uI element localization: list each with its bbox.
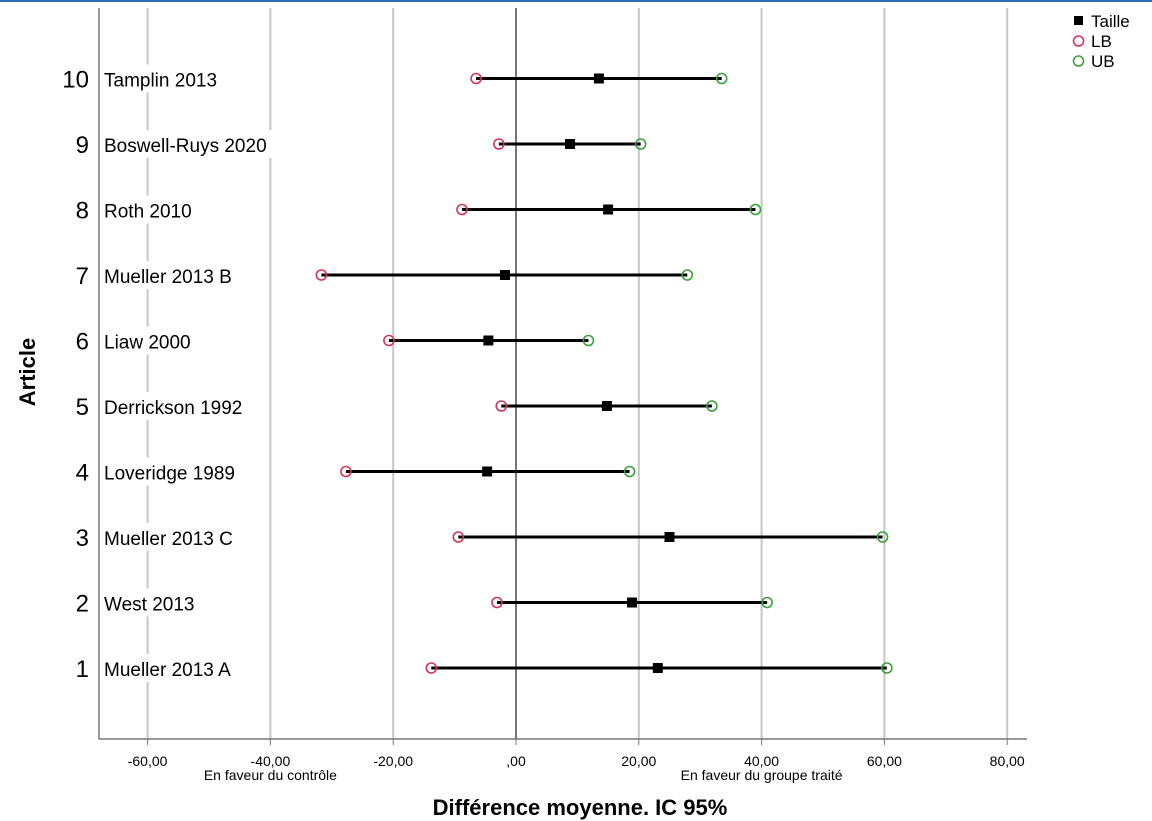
x-axis-title: Différence moyenne. IC 95% [433,795,728,820]
study-label-background [101,261,244,289]
x-tick-label: ,00 [506,753,526,769]
legend-circle-icon [1072,55,1085,67]
legend-square-icon [1074,16,1083,25]
study-row: 5 Derrickson 1992 [76,392,718,421]
x-tick-label: 60,00 [867,753,902,769]
x-tick-label: -20,00 [373,753,413,769]
study-label-background [101,457,244,486]
study-row: 2 West 2013 [76,588,773,618]
x-tick-label: 40,00 [744,753,779,769]
lb-marker [493,138,505,150]
ub-marker [881,662,893,674]
lb-marker [315,269,328,281]
legend-label: Taille [1091,12,1130,31]
ub-marker [681,269,694,281]
study-label-background [101,326,196,355]
study-label: Tamplin 2013 [104,71,217,92]
x-tick-label: -60,00 [128,753,168,769]
study-label: Liaw 2000 [104,333,191,354]
lb-marker [383,334,395,347]
lb-marker [452,531,465,543]
legend-circle-icon [1072,35,1085,47]
estimate-marker [499,270,510,280]
y-tick-label: 10 [62,67,89,94]
estimate-marker [482,466,493,477]
y-axis-title: Article [15,338,40,406]
study-label: Loveridge 1989 [104,464,235,485]
study-label: Derrickson 1992 [104,398,242,419]
study-label-background [101,588,196,617]
lb-marker [456,203,468,216]
lb-marker [425,662,438,674]
estimate-marker [627,597,638,608]
study-label-background [101,523,244,551]
estimate-marker [601,401,612,411]
ub-marker [706,400,718,412]
ub-marker [582,334,595,347]
estimate-marker [483,335,494,346]
y-tick-label: 9 [76,132,89,159]
study-label-background [101,654,244,682]
study-row: 1 Mueller 2013 A [76,654,893,683]
study-label: Mueller 2013 A [104,660,231,681]
legend-label: UB [1091,52,1115,71]
axes: -60,00 -40,00 -20,00 ,00 20,00 40,00 60,00 80,0… [98,8,1027,783]
study-label-background [101,195,196,224]
lb-marker [495,400,508,412]
y-tick-label: 6 [76,329,89,356]
x-tick-label: -40,00 [251,753,291,769]
study-row: 10 Tamplin 2013 [62,64,728,94]
ub-marker [761,596,773,609]
lb-marker [470,72,482,85]
study-row: 7 Mueller 2013 B [76,261,694,290]
y-tick-label: 5 [76,394,89,421]
study-label: West 2013 [104,595,194,616]
study-label: Boswell-Ruys 2020 [104,136,267,157]
window-top-border [0,0,1152,2]
y-tick-label: 3 [76,525,89,552]
study-rows: 10 Tamplin 2013 9 Boswell-Ruys 2020 8 Roth 20… [62,64,893,683]
x-tick-label: 20,00 [621,753,656,769]
x-tick-label: 80,00 [990,753,1025,769]
x-annotation: En faveur du contrôle [204,767,337,783]
estimate-marker [652,663,663,673]
study-label-background [101,392,253,420]
legend-entry: LB [1072,32,1112,51]
study-row: 6 Liaw 2000 [76,326,595,356]
study-row: 8 Roth 2010 [76,195,762,225]
y-tick-label: 1 [76,656,89,683]
ub-marker [623,465,636,478]
study-label-background [101,130,273,158]
study-label: Roth 2010 [104,202,192,223]
estimate-marker [565,139,576,149]
y-tick-label: 2 [76,591,89,618]
study-row: 9 Boswell-Ruys 2020 [76,130,647,159]
legend-entry: UB [1072,52,1115,71]
legend-label: LB [1091,32,1112,51]
legend-entry: Taille [1074,12,1130,31]
study-label: Mueller 2013 B [104,267,232,288]
study-row: 3 Mueller 2013 C [76,523,889,552]
ub-marker [715,72,728,85]
lb-marker [491,596,503,609]
study-label-background [101,64,225,93]
estimate-marker [664,532,675,542]
estimate-marker [603,204,614,215]
ub-marker [634,138,647,150]
estimate-marker [593,73,604,84]
y-tick-label: 4 [76,460,89,487]
x-annotation: En faveur du groupe traité [681,767,843,783]
ub-marker [876,531,889,543]
study-label: Mueller 2013 C [104,529,233,550]
y-tick-label: 7 [76,263,89,290]
study-row: 4 Loveridge 1989 [76,457,636,487]
lb-marker [340,465,352,478]
ub-marker [749,203,762,216]
grid-lines [146,8,1009,739]
y-tick-label: 8 [76,198,89,225]
